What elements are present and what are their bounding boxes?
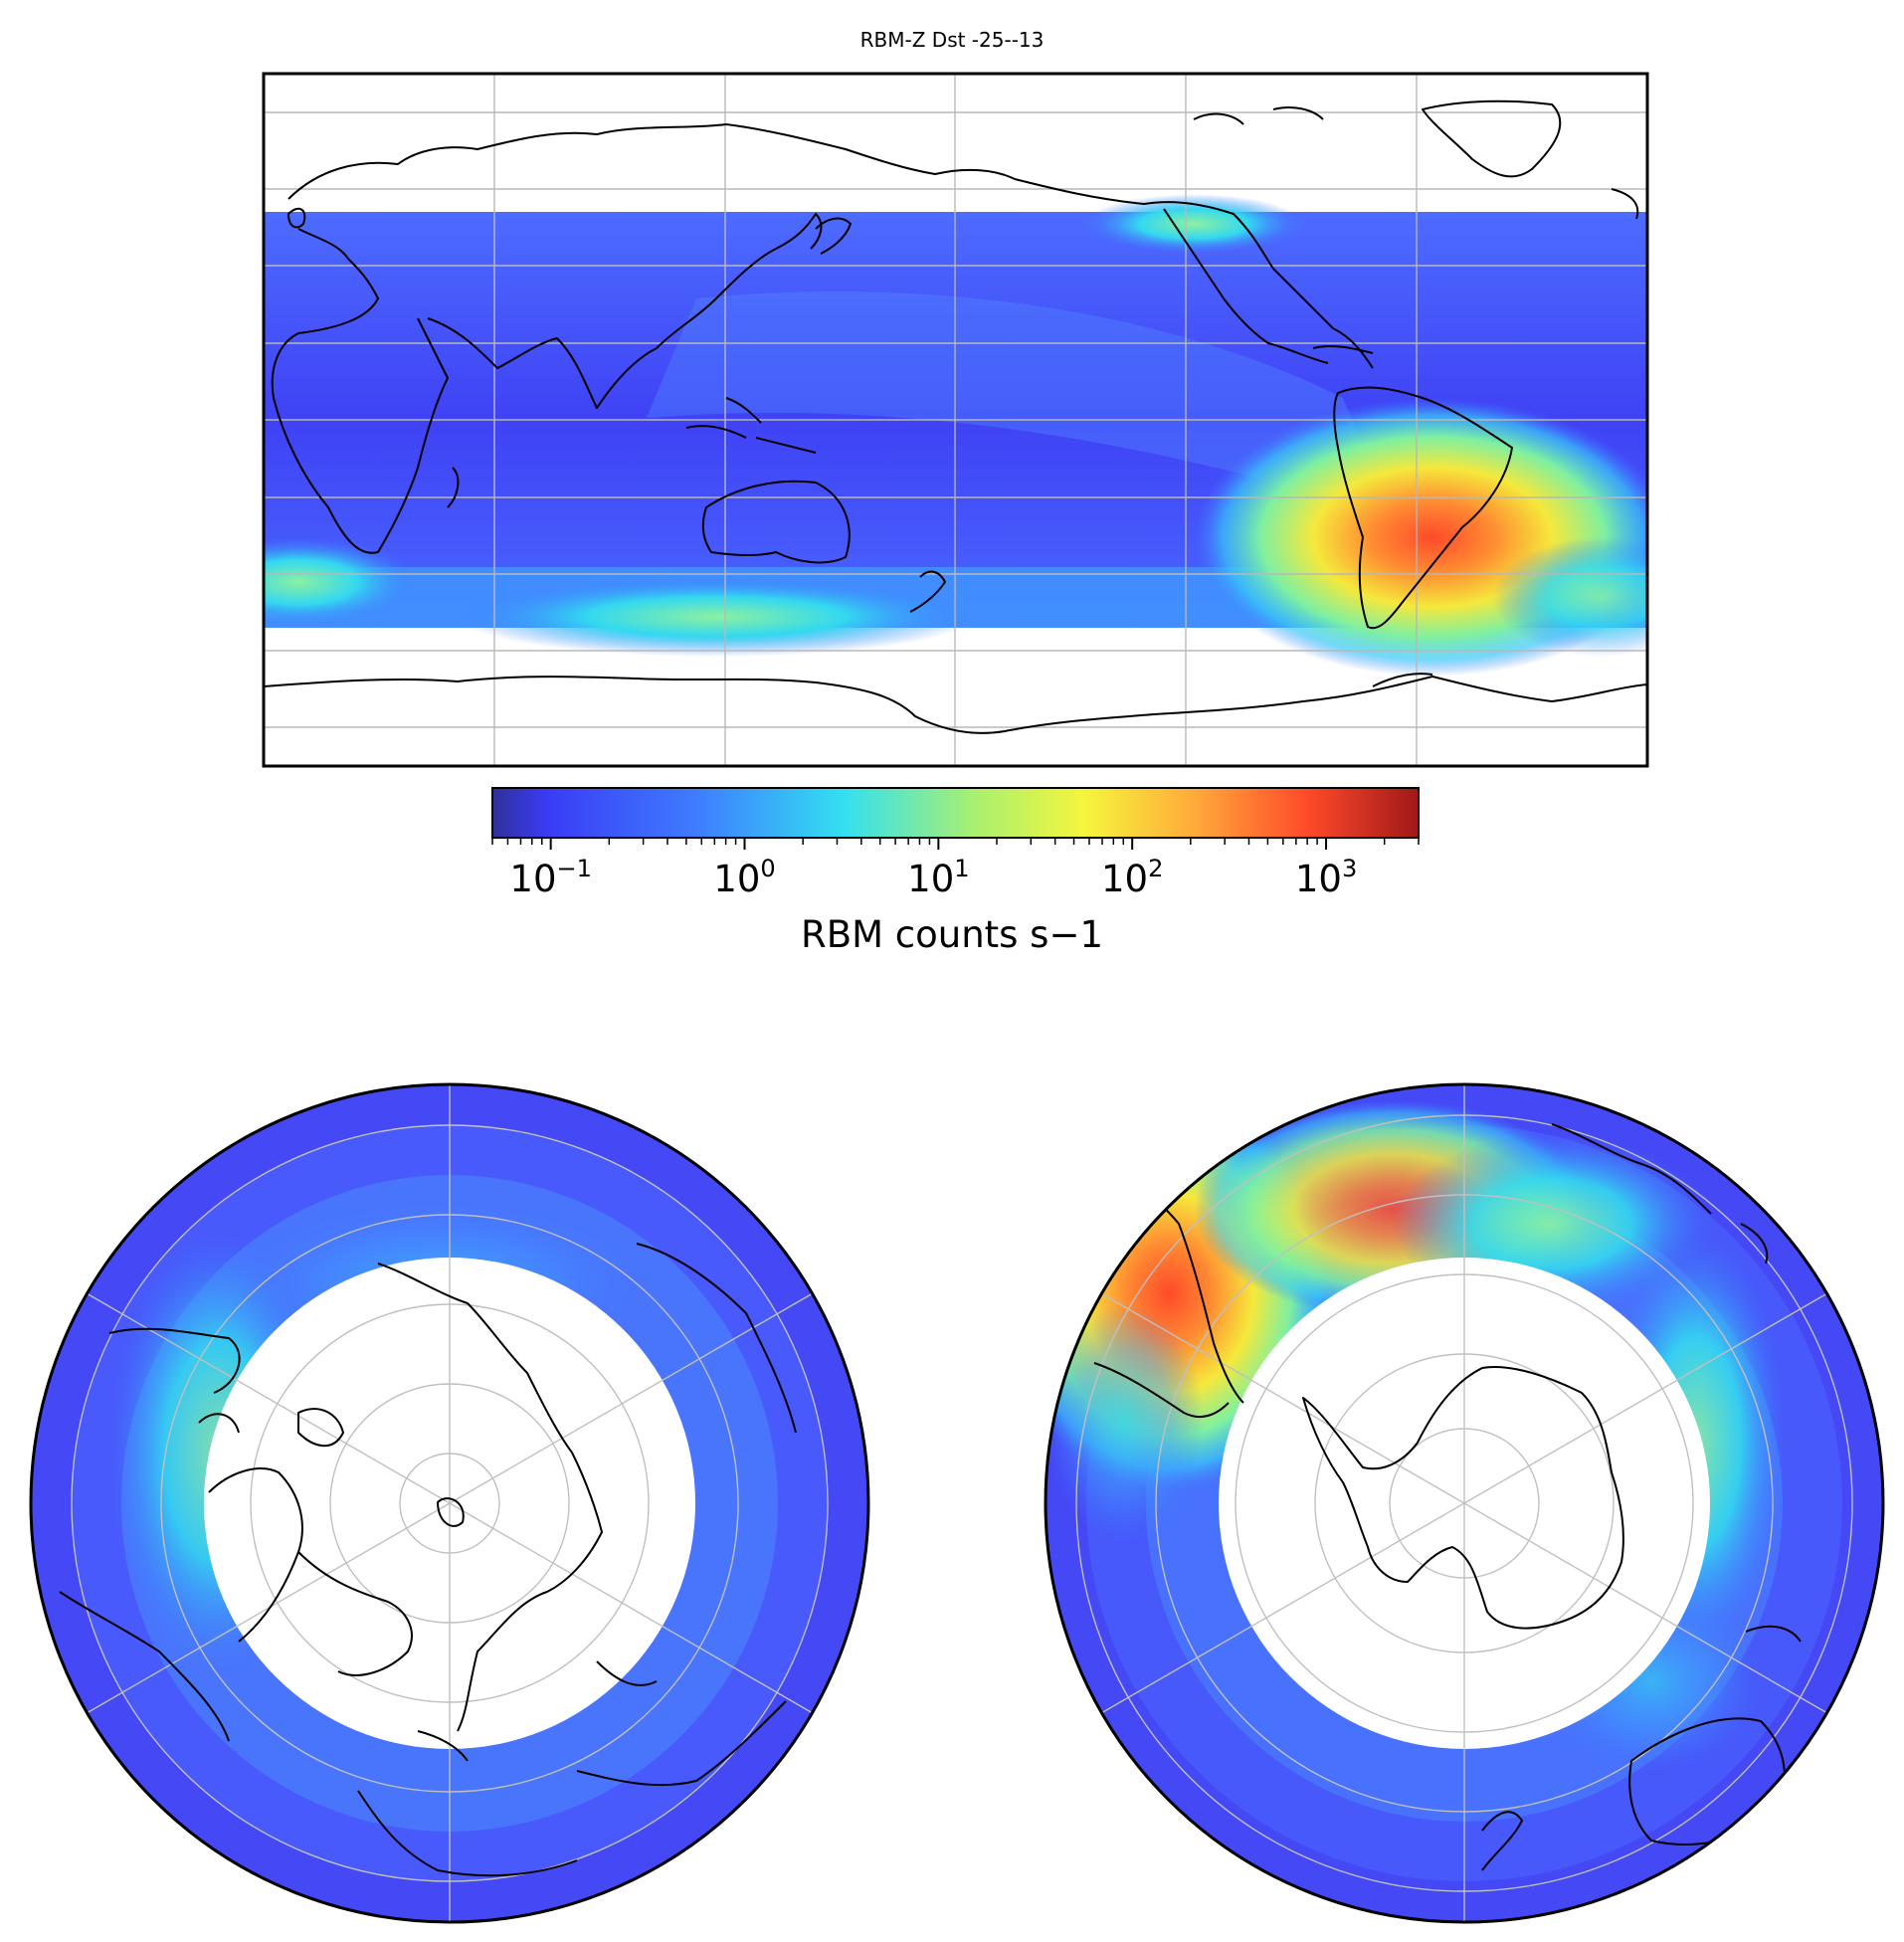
south-polar-map — [1046, 1084, 1883, 1922]
tick-exponent: 2 — [1148, 855, 1164, 882]
colorbar — [491, 787, 1420, 850]
global-map — [264, 74, 1647, 766]
global-map-frame — [262, 72, 1649, 768]
north-graticule — [71, 1084, 829, 1922]
south-coastlines — [1093, 1123, 1802, 1871]
tick-exponent: −1 — [556, 855, 592, 882]
colorbar-tick-label: 100 — [713, 855, 776, 900]
global-graticule — [264, 74, 1647, 766]
north-polar-map-frame — [29, 1082, 870, 1924]
south-graticule — [1075, 1084, 1853, 1922]
colorbar-bar — [491, 787, 1420, 839]
tick-base: 10 — [1294, 858, 1342, 900]
tick-exponent: 0 — [760, 855, 776, 882]
tick-base: 10 — [713, 858, 761, 900]
north-coastlines — [59, 1243, 797, 1877]
figure-title: RBM-Z Dst -25--13 — [859, 28, 1045, 52]
tick-base: 10 — [907, 858, 955, 900]
colorbar-tick-label: 103 — [1294, 855, 1358, 900]
colorbar-tick-label: 101 — [907, 855, 970, 900]
colorbar-tick-label: 102 — [1101, 855, 1164, 900]
tick-exponent: 1 — [954, 855, 970, 882]
global-coastlines — [264, 99, 1647, 734]
colorbar-label: RBM counts s−1 — [800, 913, 1104, 956]
colorbar-tick-label: 10−1 — [509, 855, 592, 900]
tick-base: 10 — [509, 858, 557, 900]
global-data-band — [264, 194, 1647, 677]
north-polar-map — [31, 1084, 868, 1922]
tick-exponent: 3 — [1341, 855, 1358, 882]
tick-base: 10 — [1101, 858, 1149, 900]
colorbar-ticks — [491, 838, 1420, 850]
south-polar-map-frame — [1044, 1082, 1885, 1924]
